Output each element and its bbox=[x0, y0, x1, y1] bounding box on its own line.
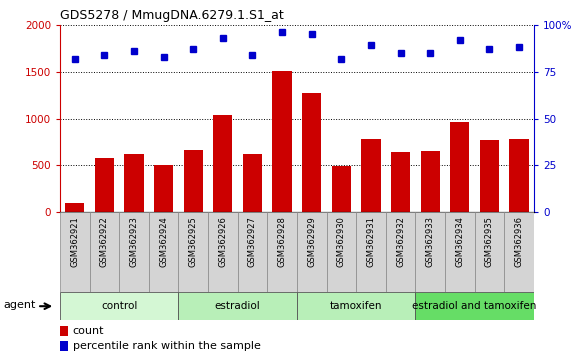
Bar bbox=[356, 212, 386, 292]
Text: GSM362924: GSM362924 bbox=[159, 216, 168, 267]
Text: count: count bbox=[73, 326, 104, 336]
Bar bbox=[297, 292, 415, 320]
Text: agent: agent bbox=[3, 300, 35, 310]
Bar bbox=[60, 212, 90, 292]
Text: control: control bbox=[101, 301, 138, 311]
Bar bbox=[149, 212, 178, 292]
Bar bbox=[178, 292, 297, 320]
Bar bbox=[332, 166, 351, 212]
Text: GSM362934: GSM362934 bbox=[455, 216, 464, 267]
Bar bbox=[415, 292, 534, 320]
Text: GSM362922: GSM362922 bbox=[100, 216, 109, 267]
Bar bbox=[243, 154, 262, 212]
Text: estradiol: estradiol bbox=[215, 301, 260, 311]
Text: GSM362932: GSM362932 bbox=[396, 216, 405, 267]
Bar bbox=[178, 212, 208, 292]
Text: percentile rank within the sample: percentile rank within the sample bbox=[73, 341, 260, 351]
Text: GSM362935: GSM362935 bbox=[485, 216, 494, 267]
Bar bbox=[124, 154, 144, 212]
Bar bbox=[213, 115, 232, 212]
Text: GSM362931: GSM362931 bbox=[367, 216, 376, 267]
Text: GSM362927: GSM362927 bbox=[248, 216, 257, 267]
Text: GDS5278 / MmugDNA.6279.1.S1_at: GDS5278 / MmugDNA.6279.1.S1_at bbox=[60, 9, 284, 22]
Bar bbox=[272, 71, 292, 212]
Bar bbox=[302, 93, 321, 212]
Text: GSM362929: GSM362929 bbox=[307, 216, 316, 267]
Bar bbox=[297, 212, 327, 292]
Text: GSM362933: GSM362933 bbox=[426, 216, 435, 267]
Bar bbox=[504, 212, 534, 292]
Bar bbox=[415, 212, 445, 292]
Bar bbox=[184, 149, 203, 212]
Bar bbox=[386, 212, 416, 292]
Bar bbox=[421, 152, 440, 212]
Text: GSM362926: GSM362926 bbox=[218, 216, 227, 267]
Bar bbox=[475, 212, 504, 292]
Bar bbox=[445, 212, 475, 292]
Bar bbox=[391, 152, 410, 212]
Text: GSM362923: GSM362923 bbox=[130, 216, 139, 267]
Text: tamoxifen: tamoxifen bbox=[330, 301, 383, 311]
Bar bbox=[480, 140, 499, 212]
Bar bbox=[327, 212, 356, 292]
Bar bbox=[509, 139, 529, 212]
Text: GSM362930: GSM362930 bbox=[337, 216, 346, 267]
Bar bbox=[267, 212, 297, 292]
Text: GSM362928: GSM362928 bbox=[278, 216, 287, 267]
Bar bbox=[95, 158, 114, 212]
Bar bbox=[90, 212, 119, 292]
Bar bbox=[450, 122, 469, 212]
Bar bbox=[60, 292, 178, 320]
Bar bbox=[65, 203, 85, 212]
Bar bbox=[119, 212, 149, 292]
Bar bbox=[60, 326, 69, 336]
Text: GSM362925: GSM362925 bbox=[189, 216, 198, 267]
Bar bbox=[208, 212, 238, 292]
Bar bbox=[238, 212, 267, 292]
Bar bbox=[154, 165, 173, 212]
Bar bbox=[361, 139, 381, 212]
Bar bbox=[60, 341, 69, 351]
Text: GSM362936: GSM362936 bbox=[514, 216, 524, 267]
Text: estradiol and tamoxifen: estradiol and tamoxifen bbox=[412, 301, 537, 311]
Text: GSM362921: GSM362921 bbox=[70, 216, 79, 267]
